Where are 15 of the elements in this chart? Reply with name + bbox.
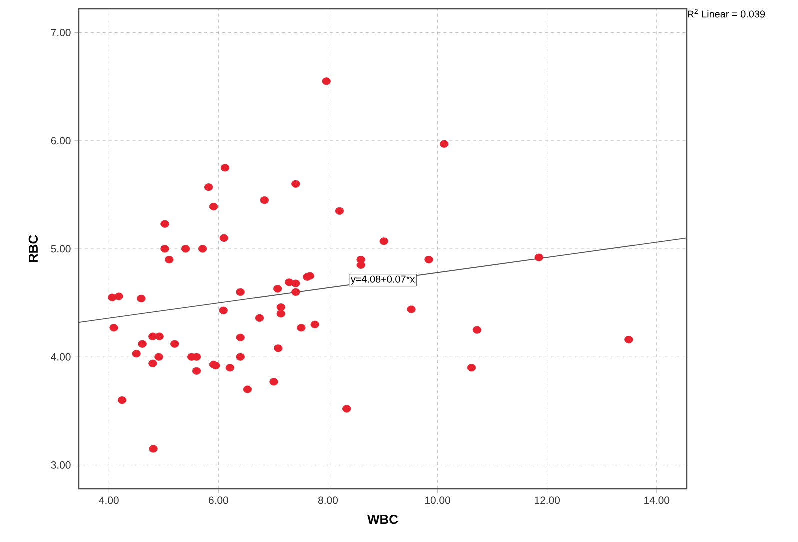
- x-tick-label: 6.00: [209, 496, 228, 504]
- x-tick-label: 8.00: [318, 496, 338, 504]
- x-tick-label: 12.00: [535, 496, 560, 504]
- x-tick-label: 10.00: [425, 496, 450, 504]
- y-tick-label: 4.00: [51, 353, 71, 361]
- text: R$^{2}$ Linear = 0.039: [688, 9, 766, 18]
- y-tick-label: 5.00: [51, 245, 71, 253]
- x-tick-label: 14.00: [644, 496, 670, 504]
- annotation: y=4.08+0.07*x: [350, 276, 416, 285]
- x-tick-label: 4.00: [99, 496, 119, 504]
- y-tick-label: 7.00: [51, 29, 71, 36]
- y-tick-label: 3.00: [51, 462, 71, 469]
- x-axis-title: WBC: [368, 515, 398, 524]
- y-tick-label: 6.00: [51, 137, 71, 145]
- y-axis-title: RBC: [28, 235, 38, 262]
